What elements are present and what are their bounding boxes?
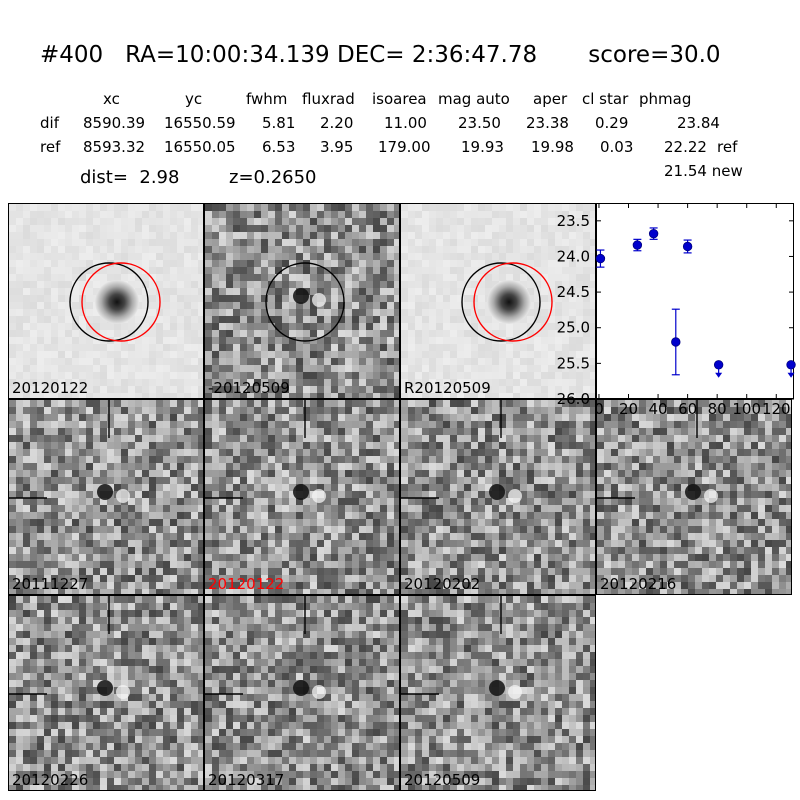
col-xc: xc bbox=[103, 90, 120, 108]
col-mag-auto: mag auto bbox=[438, 90, 510, 108]
cell-xc: 8593.32 bbox=[83, 138, 146, 156]
image-stamp: 20120202 bbox=[400, 399, 596, 595]
cell-yc: 16550.05 bbox=[164, 138, 236, 156]
cell-cl-star: 0.29 bbox=[595, 114, 629, 132]
light-curve-panel: 23.5 24.0 24.5 25.0 25.5 26.0 0 20 40 60 80 100 120 bbox=[557, 203, 796, 418]
y-tick-label: 24.5 bbox=[557, 283, 590, 301]
page-title: #400 RA=10:00:34.139 DEC= 2:36:47.78 sco… bbox=[40, 42, 721, 68]
cell-fluxrad: 2.20 bbox=[320, 114, 354, 132]
data-point bbox=[682, 241, 693, 252]
image-stamp: 20120509 bbox=[400, 595, 596, 791]
col-isoarea: isoarea bbox=[372, 90, 427, 108]
cell-isoarea: 179.00 bbox=[378, 138, 431, 156]
new-mag-value: 21.54 new bbox=[664, 162, 743, 180]
x-tick-label: 80 bbox=[708, 400, 727, 418]
stamp-date-label: 20120226 bbox=[12, 771, 89, 789]
aperture-circle-black bbox=[265, 262, 345, 342]
stamp-date-label: 20120202 bbox=[404, 575, 481, 593]
stamp-date-label: 20111227 bbox=[12, 575, 89, 593]
image-stamp: 20120122 bbox=[204, 399, 400, 595]
cell-cl-star: 0.03 bbox=[600, 138, 634, 156]
y-tick-label: 25.5 bbox=[557, 354, 590, 372]
cell-mag-auto: 19.93 bbox=[461, 138, 504, 156]
image-stamp: 20120216 bbox=[596, 399, 792, 595]
data-point bbox=[648, 228, 659, 239]
x-tick-label: 100 bbox=[732, 400, 761, 418]
light-curve-chart: 23.5 24.0 24.5 25.0 25.5 26.00 20 40 60 80 100 120 bbox=[557, 203, 796, 418]
image-stamp: -20120509 bbox=[204, 203, 400, 399]
stamp-image bbox=[205, 400, 399, 594]
aperture-circle-red bbox=[81, 262, 161, 342]
cell-phmag: 22.22 bbox=[664, 138, 707, 156]
y-tick-label: 25.0 bbox=[557, 319, 590, 337]
stamp-image bbox=[597, 400, 791, 594]
stamp-date-label: 20120122 bbox=[12, 379, 89, 397]
image-stamp: R20120509 bbox=[400, 203, 596, 399]
cell-aper: 19.98 bbox=[531, 138, 574, 156]
cell-isoarea: 11.00 bbox=[384, 114, 427, 132]
stamp-image bbox=[9, 204, 203, 398]
x-tick-label: 20 bbox=[619, 400, 638, 418]
row-label: ref bbox=[40, 138, 61, 156]
y-tick-label: 23.5 bbox=[557, 212, 590, 230]
aperture-circle-red bbox=[473, 262, 553, 342]
col-phmag: phmag bbox=[639, 90, 692, 108]
cell-fwhm: 6.53 bbox=[262, 138, 296, 156]
stamp-date-label: 20120509 bbox=[404, 771, 481, 789]
y-tick-label: 24.0 bbox=[557, 247, 590, 265]
redshift-value: z=0.2650 bbox=[229, 167, 317, 188]
cell-fwhm: 5.81 bbox=[262, 114, 296, 132]
col-yc: yc bbox=[185, 90, 203, 108]
cell-ref-suffix: ref bbox=[717, 138, 738, 156]
distance-value: dist= 2.98 bbox=[80, 167, 180, 188]
plot-frame bbox=[596, 203, 794, 399]
stamp-image bbox=[401, 596, 595, 790]
stamp-image bbox=[401, 204, 595, 398]
stamp-date-label: -20120509 bbox=[208, 379, 290, 397]
cell-xc: 8590.39 bbox=[83, 114, 146, 132]
limit-arrow-head bbox=[715, 372, 723, 378]
stamp-image bbox=[9, 400, 203, 594]
cell-yc: 16550.59 bbox=[164, 114, 236, 132]
x-tick-label: 40 bbox=[649, 400, 668, 418]
aperture-circle-black bbox=[461, 262, 541, 342]
image-stamp: 20120122 bbox=[8, 203, 204, 399]
image-stamp: 20120317 bbox=[204, 595, 400, 791]
stamp-image bbox=[205, 204, 399, 398]
stamp-date-label: R20120509 bbox=[404, 379, 491, 397]
cell-phmag: 23.84 bbox=[677, 114, 720, 132]
cell-fluxrad: 3.95 bbox=[320, 138, 354, 156]
image-stamp: 20111227 bbox=[8, 399, 204, 595]
limit-arrow-head bbox=[787, 372, 795, 378]
y-tick-label: 26.0 bbox=[557, 390, 590, 408]
stamp-image bbox=[205, 596, 399, 790]
stamp-date-label: 20120122 bbox=[208, 575, 285, 593]
col-cl-star: cl star bbox=[582, 90, 629, 108]
x-tick-label: 60 bbox=[678, 400, 697, 418]
row-label: dif bbox=[40, 114, 59, 132]
col-fwhm: fwhm bbox=[246, 90, 288, 108]
x-tick-label: 120 bbox=[762, 400, 791, 418]
col-fluxrad: fluxrad bbox=[302, 90, 355, 108]
aperture-circle-black bbox=[69, 262, 149, 342]
data-point bbox=[671, 337, 681, 347]
cell-mag-auto: 23.50 bbox=[458, 114, 501, 132]
image-stamp: 20120226 bbox=[8, 595, 204, 791]
stamp-image bbox=[9, 596, 203, 790]
cell-aper: 23.38 bbox=[526, 114, 569, 132]
data-point bbox=[595, 253, 606, 264]
col-aper: aper bbox=[533, 90, 568, 108]
stamp-date-label: 20120317 bbox=[208, 771, 285, 789]
stamp-date-label: 20120216 bbox=[600, 575, 677, 593]
data-point bbox=[632, 240, 643, 250]
stamp-image bbox=[401, 400, 595, 594]
x-tick-label: 0 bbox=[594, 400, 604, 418]
